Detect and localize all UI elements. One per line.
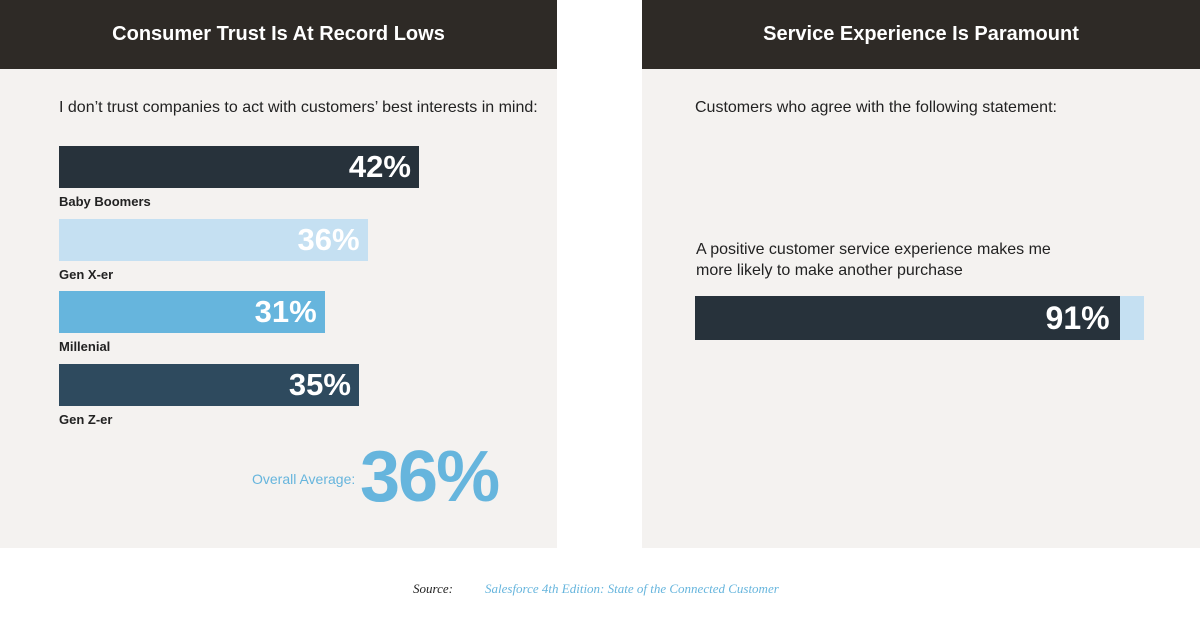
bar: [59, 291, 325, 333]
right-panel: Service Experience Is Paramount Customer…: [642, 0, 1200, 548]
average-value: 36%: [360, 437, 500, 517]
source-label: Source:: [413, 581, 453, 596]
category-label: Millenial: [59, 339, 111, 354]
bar: [59, 218, 368, 261]
bar: [59, 363, 359, 406]
source: Salesforce 4th Edition: State of the Con…: [485, 581, 779, 596]
chart-subtitle: Customers who agree with the following s…: [695, 99, 1057, 116]
value-label: 35%: [288, 366, 351, 402]
value-label: 31%: [254, 294, 317, 329]
value-label: 36%: [297, 221, 360, 257]
category-label: A positive customer service experience m…: [696, 241, 1051, 279]
value-label: 91%: [1045, 300, 1110, 336]
category-label: Baby Boomers: [59, 194, 151, 209]
chart-title: Consumer Trust Is At Record Lows: [0, 0, 557, 69]
left-panel: Consumer Trust Is At Record Lows I don’t…: [0, 0, 557, 548]
chart-subtitle: I don’t trust companies to act with cust…: [59, 99, 538, 116]
bar: [695, 296, 1120, 340]
average-label: Overall Average:: [252, 471, 356, 487]
category-label: Gen Z-er: [59, 411, 113, 427]
category-label: Gen X-er: [59, 266, 114, 282]
value-label: 42%: [348, 149, 411, 184]
chart-title: Service Experience Is Paramount: [642, 0, 1200, 69]
bar: [59, 146, 419, 188]
